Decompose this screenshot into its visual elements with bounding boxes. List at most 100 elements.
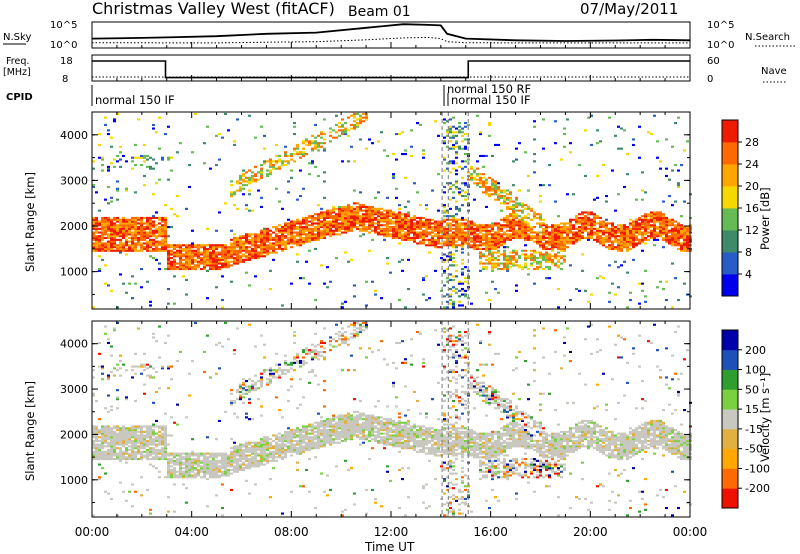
power-cell: [395, 133, 398, 136]
power-cell: [587, 231, 590, 234]
power-cell: [290, 238, 293, 241]
power-cell: [149, 246, 152, 249]
power-cell: [170, 244, 173, 247]
power-cell: [443, 191, 446, 194]
power-cell: [233, 247, 236, 251]
power-cell: [224, 253, 227, 256]
power-cell: [287, 229, 290, 232]
power-cell: [671, 224, 674, 227]
power-cell: [317, 226, 320, 229]
velocity-cell: [233, 401, 236, 404]
power-cell: [512, 218, 515, 221]
power-cell: [554, 253, 557, 256]
power-cell: [104, 220, 107, 223]
power-cell: [407, 224, 410, 227]
power-cell: [374, 213, 377, 216]
power-cell: [563, 240, 566, 243]
power-cell: [344, 218, 347, 221]
power-cell: [560, 249, 563, 252]
power-cell: [443, 205, 446, 209]
velocity-cell: [251, 459, 254, 462]
velocity-cell: [242, 463, 245, 466]
power-cell: [110, 249, 113, 252]
power-cell: [146, 227, 149, 230]
power-cell: [452, 162, 455, 165]
power-cell: [170, 246, 173, 249]
power-cell: [524, 255, 527, 258]
freq-label-line-1: Freq.: [6, 56, 29, 67]
power-cell: [566, 240, 569, 243]
power-cell: [140, 242, 143, 245]
power-cell: [110, 240, 113, 243]
power-cell: [533, 231, 536, 234]
power-cell: [302, 226, 305, 229]
power-cell: [179, 255, 182, 258]
power-cell: [125, 226, 128, 229]
power-cell: [380, 224, 383, 227]
velocity-cell: [176, 463, 179, 466]
power-cell: [485, 229, 488, 232]
power-cell: [458, 129, 461, 132]
power-cell: [284, 229, 287, 232]
power-cell: [260, 253, 263, 256]
velocity-cell: [233, 454, 236, 457]
power-cell: [356, 222, 359, 225]
power-cell: [656, 286, 659, 289]
velocity-cell: [170, 365, 173, 368]
power-cell: [164, 227, 167, 230]
power-cell: [239, 249, 242, 252]
power-cell: [155, 216, 158, 220]
power-cell: [176, 262, 179, 265]
power-cell: [125, 224, 128, 227]
power-cell: [107, 240, 110, 243]
power-cell: [359, 215, 362, 218]
power-cell: [293, 242, 296, 245]
velocity-cell: [119, 481, 122, 484]
velocity-cell: [104, 445, 107, 448]
velocity-cell: [176, 454, 179, 457]
power-cell: [422, 222, 425, 225]
power-cell: [122, 246, 125, 249]
power-cell: [317, 134, 320, 137]
power-cell: [272, 160, 275, 163]
power-cell: [362, 112, 365, 116]
power-cell: [413, 231, 416, 234]
power-cell: [149, 216, 152, 220]
power-ytick-label: 3000: [60, 174, 88, 187]
power-cell: [221, 258, 224, 261]
power-cell: [518, 236, 521, 240]
velocity-cell: [113, 436, 116, 439]
power-cell: [347, 218, 350, 221]
power-cell: [614, 235, 617, 238]
power-cell: [677, 247, 680, 251]
power-cell: [485, 291, 488, 294]
power-cell: [269, 236, 272, 240]
power-cell: [248, 249, 251, 252]
power-cell: [137, 240, 140, 243]
power-cell: [497, 238, 500, 241]
power-cell: [491, 227, 494, 230]
power-cell: [506, 229, 509, 232]
power-cell: [452, 231, 455, 234]
power-cell: [140, 227, 143, 230]
power-cell: [446, 215, 449, 218]
power-cell: [533, 282, 536, 285]
power-cell: [635, 224, 638, 227]
velocity-cell: [155, 448, 158, 452]
power-cell: [452, 240, 455, 243]
power-cell: [632, 143, 635, 147]
power-cell: [653, 216, 656, 220]
power-cell: [242, 180, 245, 183]
power-cell: [152, 158, 155, 161]
power-cell: [146, 154, 149, 158]
power-cell: [623, 244, 626, 247]
power-cell: [485, 244, 488, 247]
power-cell: [440, 257, 443, 260]
power-cell: [125, 220, 128, 223]
velocity-cell: [206, 458, 209, 461]
power-cell: [95, 224, 98, 227]
power-cell: [260, 174, 263, 178]
power-cell: [473, 222, 476, 225]
power-cell: [431, 242, 434, 245]
power-cell: [95, 242, 98, 245]
